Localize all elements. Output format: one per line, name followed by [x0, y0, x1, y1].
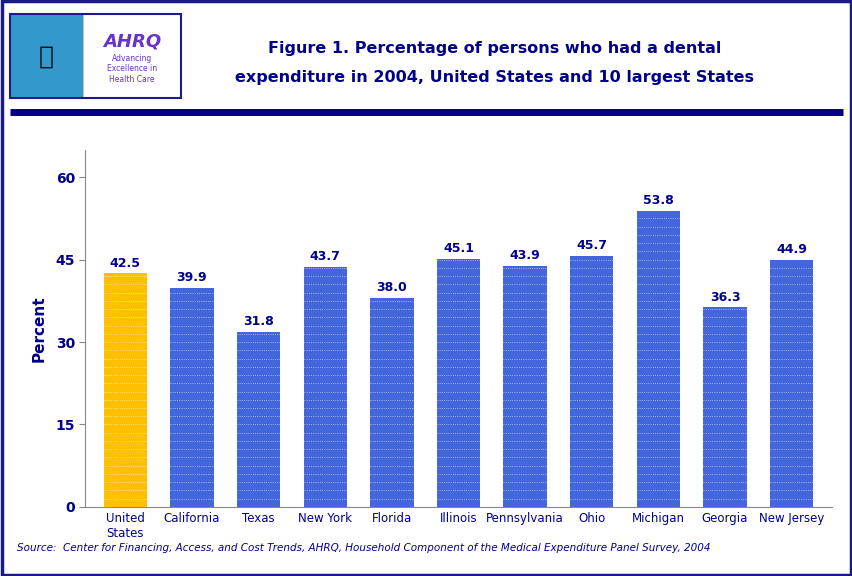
Text: 36.3: 36.3: [709, 291, 740, 304]
Bar: [303, 267, 347, 507]
Text: 43.9: 43.9: [509, 249, 540, 262]
Text: 45.7: 45.7: [576, 239, 607, 252]
Text: 🦅: 🦅: [39, 44, 54, 68]
Text: expenditure in 2004, United States and 10 largest States: expenditure in 2004, United States and 1…: [235, 70, 753, 85]
Bar: [237, 332, 280, 507]
Text: 45.1: 45.1: [442, 242, 474, 255]
Bar: [170, 287, 213, 507]
Text: 31.8: 31.8: [243, 315, 273, 328]
Text: 53.8: 53.8: [642, 195, 673, 207]
Text: 43.7: 43.7: [309, 250, 340, 263]
Y-axis label: Percent: Percent: [32, 295, 47, 362]
Text: Figure 1. Percentage of persons who had a dental: Figure 1. Percentage of persons who had …: [268, 41, 721, 56]
Text: Source:  Center for Financing, Access, and Cost Trends, AHRQ, Household Componen: Source: Center for Financing, Access, an…: [17, 543, 710, 553]
Text: AHRQ: AHRQ: [102, 32, 161, 50]
Text: Advancing
Excellence in
Health Care: Advancing Excellence in Health Care: [106, 54, 157, 84]
Bar: [436, 259, 480, 507]
Text: 39.9: 39.9: [176, 271, 207, 284]
Bar: [503, 266, 546, 507]
Bar: [636, 211, 679, 507]
Bar: [103, 274, 147, 507]
Bar: [370, 298, 413, 507]
Text: 44.9: 44.9: [775, 243, 806, 256]
Bar: [703, 308, 746, 507]
Bar: [569, 256, 613, 507]
Text: 38.0: 38.0: [376, 281, 406, 294]
Text: 42.5: 42.5: [110, 256, 141, 270]
Bar: [769, 260, 813, 507]
